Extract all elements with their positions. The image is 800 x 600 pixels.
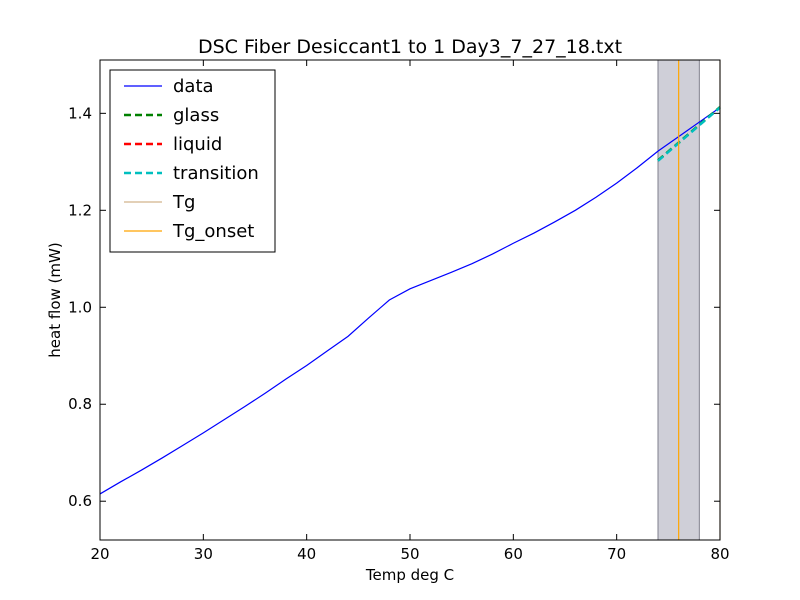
x-tick-label: 80 [710,545,729,563]
legend-box [109,69,276,253]
x-tick-label: 30 [194,545,213,563]
legend-label: transition [173,163,259,184]
x-axis-label: Temp deg C [365,566,454,584]
legend-label: liquid [173,134,222,155]
x-tick-label: 60 [504,545,523,563]
y-axis-label: heat flow (mW) [46,242,64,357]
legend-label: glass [173,105,219,126]
x-tick-label: 20 [90,545,109,563]
chart-title: DSC Fiber Desiccant1 to 1 Day3_7_27_18.t… [198,36,622,58]
y-tick-label: 1.0 [68,298,92,316]
y-tick-label: 1.2 [68,201,92,219]
legend-label: Tg [172,192,195,213]
legend-label: Tg_onset [172,221,254,242]
y-tick-label: 1.4 [68,104,92,122]
plot-frame [99,59,721,541]
x-tick-label: 70 [607,545,626,563]
legend-label: data [173,76,214,97]
y-tick-label: 0.6 [68,492,92,510]
x-tick-label: 40 [297,545,316,563]
series-line-data [99,107,721,495]
x-tick-label: 50 [400,545,419,563]
plot-area [99,59,721,541]
y-tick-label: 0.8 [68,395,92,413]
series-line-transition [657,106,721,162]
axis-ticks: 20 30 40 50 60 70 80 0.6 0.8 1.0 1.2 1.4 [68,60,730,563]
legend: data glass liquid transition Tg Tg_onset [109,69,276,253]
